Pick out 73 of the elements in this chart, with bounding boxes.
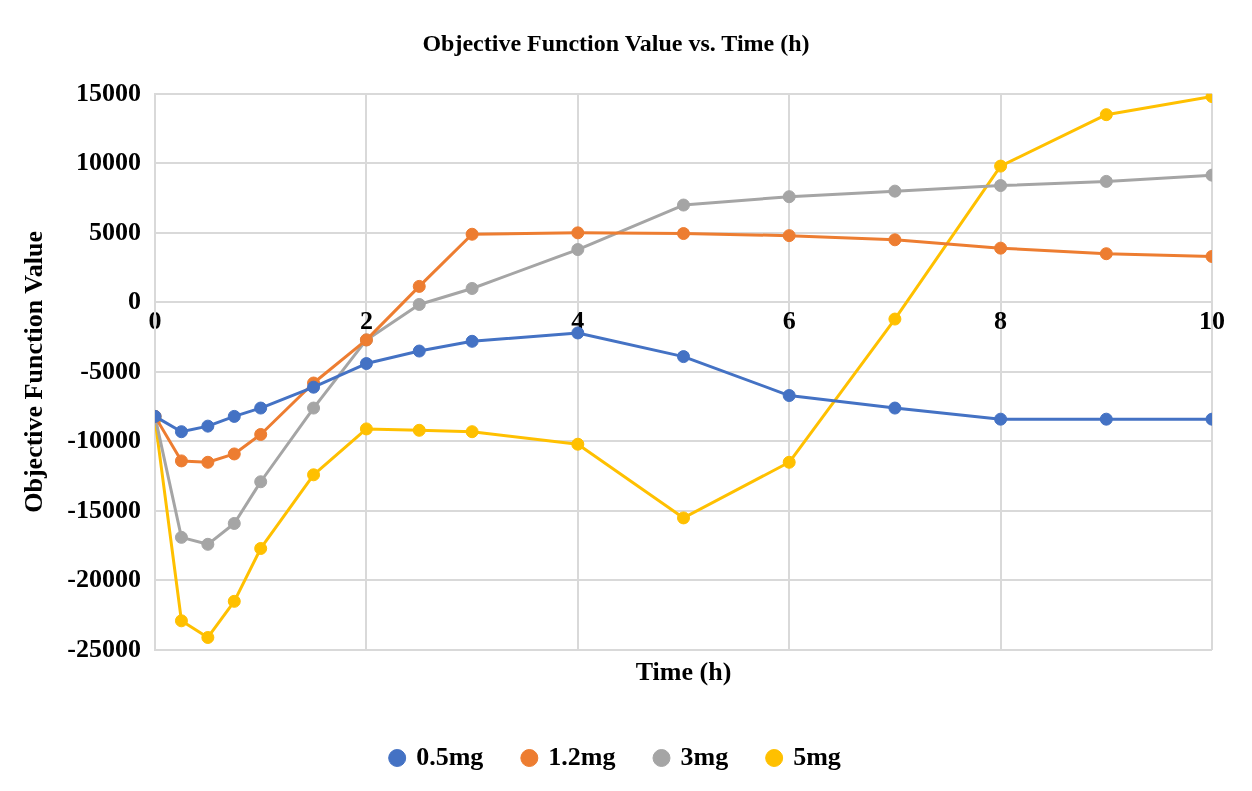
point: [227, 447, 241, 461]
point: [254, 427, 268, 441]
point: [782, 389, 796, 403]
point: [1099, 108, 1113, 122]
point: [782, 229, 796, 243]
point: [994, 241, 1008, 255]
point: [465, 425, 479, 439]
point: [201, 419, 215, 433]
legend-label: 0.5mg: [416, 741, 484, 771]
y-tick-label: -5000: [80, 355, 141, 385]
y-tick-label: -15000: [67, 494, 141, 524]
point: [254, 401, 268, 415]
y-tick-label: 10000: [76, 147, 141, 177]
point: [307, 380, 321, 394]
point: [174, 454, 188, 468]
point: [782, 190, 796, 204]
point: [201, 455, 215, 469]
y-tick-label: 15000: [76, 77, 141, 107]
x-tick-label: 8: [994, 305, 1008, 335]
point: [412, 297, 426, 311]
point: [571, 226, 585, 240]
point: [465, 334, 479, 348]
point: [307, 401, 321, 415]
x-tick-label: 4: [571, 305, 585, 335]
point: [174, 530, 188, 544]
point: [359, 422, 373, 436]
point: [571, 243, 585, 257]
point: [201, 630, 215, 644]
point: [254, 541, 268, 555]
point: [227, 516, 241, 530]
point: [254, 475, 268, 489]
x-tick-label: 10: [1199, 305, 1225, 335]
chart-title: Objective Function Value vs. Time (h): [422, 29, 810, 56]
point: [677, 198, 690, 212]
point: [677, 227, 690, 241]
point: [571, 437, 585, 451]
y-tick-label: 5000: [89, 216, 141, 246]
legend-label: 3mg: [680, 741, 729, 771]
point: [888, 233, 902, 247]
point: [465, 227, 479, 241]
point: [412, 344, 426, 358]
point: [412, 423, 426, 437]
point: [888, 401, 902, 415]
point: [465, 281, 479, 295]
y-axis-title: Objective Function Value: [19, 231, 49, 513]
point: [227, 594, 241, 608]
legend-label: 1.2mg: [548, 741, 616, 771]
point: [994, 159, 1008, 173]
point: [994, 179, 1008, 193]
y-tick-label: 0: [128, 286, 141, 316]
y-tick-label: -25000: [67, 633, 141, 663]
x-axis-title: Time (h): [635, 656, 732, 686]
point: [888, 312, 902, 326]
point: [1099, 174, 1113, 188]
legend-label: 5mg: [793, 741, 841, 771]
point: [782, 455, 796, 469]
x-tick-label: 2: [359, 305, 373, 335]
x-tick-label: 6: [782, 305, 796, 335]
point: [677, 350, 690, 364]
point: [1099, 247, 1113, 261]
point: [1099, 412, 1113, 426]
point: [412, 279, 426, 293]
point: [227, 409, 241, 423]
point: [201, 537, 215, 551]
y-tick-label: -10000: [67, 425, 141, 455]
point: [174, 614, 188, 628]
point: [888, 184, 902, 198]
point: [994, 412, 1008, 426]
point: [174, 425, 188, 439]
y-tick-label: -20000: [67, 564, 141, 594]
point: [307, 468, 321, 482]
point: [677, 511, 690, 525]
point: [359, 357, 373, 371]
